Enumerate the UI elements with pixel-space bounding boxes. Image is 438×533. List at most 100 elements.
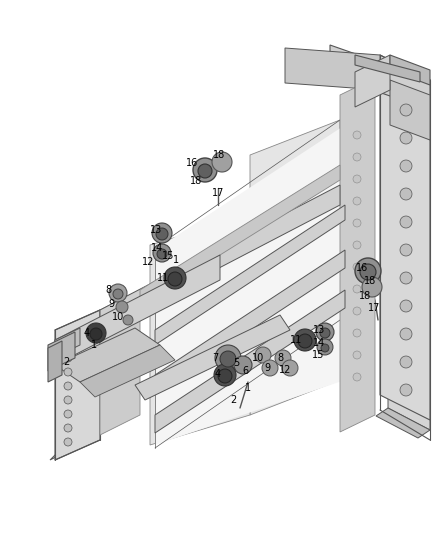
Text: 1: 1 xyxy=(173,255,179,265)
Polygon shape xyxy=(355,55,390,107)
Circle shape xyxy=(400,104,412,116)
Text: 5: 5 xyxy=(233,358,239,368)
Circle shape xyxy=(355,258,381,284)
Circle shape xyxy=(164,267,186,289)
Text: 1: 1 xyxy=(91,340,97,350)
Polygon shape xyxy=(155,205,345,345)
Circle shape xyxy=(353,153,361,161)
Polygon shape xyxy=(330,45,430,110)
Text: 14: 14 xyxy=(313,338,325,348)
Circle shape xyxy=(282,360,298,376)
Circle shape xyxy=(353,307,361,315)
Circle shape xyxy=(353,219,361,227)
Circle shape xyxy=(215,345,241,371)
Circle shape xyxy=(400,300,412,312)
Text: 14: 14 xyxy=(151,243,163,253)
Text: 2: 2 xyxy=(63,357,69,367)
Circle shape xyxy=(400,272,412,284)
Polygon shape xyxy=(60,320,100,450)
Circle shape xyxy=(321,344,329,352)
Circle shape xyxy=(400,356,412,368)
Circle shape xyxy=(317,339,333,355)
Polygon shape xyxy=(55,255,220,365)
Text: 15: 15 xyxy=(162,251,174,261)
Circle shape xyxy=(156,228,168,240)
Circle shape xyxy=(64,396,72,404)
Text: 7: 7 xyxy=(212,353,218,363)
Text: 6: 6 xyxy=(242,366,248,376)
Text: 15: 15 xyxy=(312,350,324,360)
Text: 10: 10 xyxy=(252,353,264,363)
Circle shape xyxy=(353,197,361,205)
Circle shape xyxy=(116,301,128,313)
Text: 2: 2 xyxy=(230,395,236,405)
Circle shape xyxy=(400,328,412,340)
Circle shape xyxy=(316,323,334,341)
Circle shape xyxy=(212,152,232,172)
Circle shape xyxy=(400,244,412,256)
Polygon shape xyxy=(55,328,160,382)
Circle shape xyxy=(353,373,361,381)
Circle shape xyxy=(353,285,361,293)
Circle shape xyxy=(64,382,72,390)
Circle shape xyxy=(123,315,133,325)
Circle shape xyxy=(353,175,361,183)
Text: 13: 13 xyxy=(150,225,162,235)
Circle shape xyxy=(86,323,106,343)
Text: 4: 4 xyxy=(84,328,90,338)
Circle shape xyxy=(157,249,167,259)
Circle shape xyxy=(294,329,316,351)
Polygon shape xyxy=(135,315,290,400)
Circle shape xyxy=(353,241,361,249)
Text: 11: 11 xyxy=(290,335,302,345)
Text: 11: 11 xyxy=(157,273,169,283)
Polygon shape xyxy=(340,78,375,432)
Polygon shape xyxy=(150,215,250,445)
Circle shape xyxy=(64,341,72,349)
Circle shape xyxy=(64,410,72,418)
Polygon shape xyxy=(155,250,345,393)
Polygon shape xyxy=(388,58,430,430)
Polygon shape xyxy=(80,345,175,397)
Circle shape xyxy=(298,334,312,348)
Circle shape xyxy=(400,188,412,200)
Polygon shape xyxy=(100,185,340,330)
Polygon shape xyxy=(48,341,62,382)
Polygon shape xyxy=(155,290,345,433)
Circle shape xyxy=(353,263,361,271)
Circle shape xyxy=(64,354,72,362)
Text: 8: 8 xyxy=(277,353,283,363)
Text: 9: 9 xyxy=(108,299,114,309)
Text: 17: 17 xyxy=(212,188,224,198)
Circle shape xyxy=(218,369,232,383)
Text: 1: 1 xyxy=(245,383,251,393)
Circle shape xyxy=(255,347,271,363)
Circle shape xyxy=(275,350,291,366)
Circle shape xyxy=(400,160,412,172)
Polygon shape xyxy=(355,55,420,82)
Circle shape xyxy=(234,356,252,374)
Text: 17: 17 xyxy=(368,303,380,313)
Text: 9: 9 xyxy=(264,363,270,373)
Polygon shape xyxy=(155,125,345,445)
Circle shape xyxy=(400,384,412,396)
Circle shape xyxy=(198,164,212,178)
Polygon shape xyxy=(390,80,430,140)
Circle shape xyxy=(113,289,123,299)
Circle shape xyxy=(109,284,127,302)
Text: 16: 16 xyxy=(356,263,368,273)
Polygon shape xyxy=(55,310,100,460)
Circle shape xyxy=(64,368,72,376)
Text: 10: 10 xyxy=(112,312,124,322)
Circle shape xyxy=(353,329,361,337)
Polygon shape xyxy=(390,55,430,85)
Text: 18: 18 xyxy=(359,291,371,301)
Circle shape xyxy=(362,277,382,297)
Polygon shape xyxy=(55,328,80,357)
Circle shape xyxy=(193,158,217,182)
Circle shape xyxy=(353,351,361,359)
Polygon shape xyxy=(376,408,430,438)
Circle shape xyxy=(64,438,72,446)
Circle shape xyxy=(168,272,182,286)
Circle shape xyxy=(320,328,330,338)
